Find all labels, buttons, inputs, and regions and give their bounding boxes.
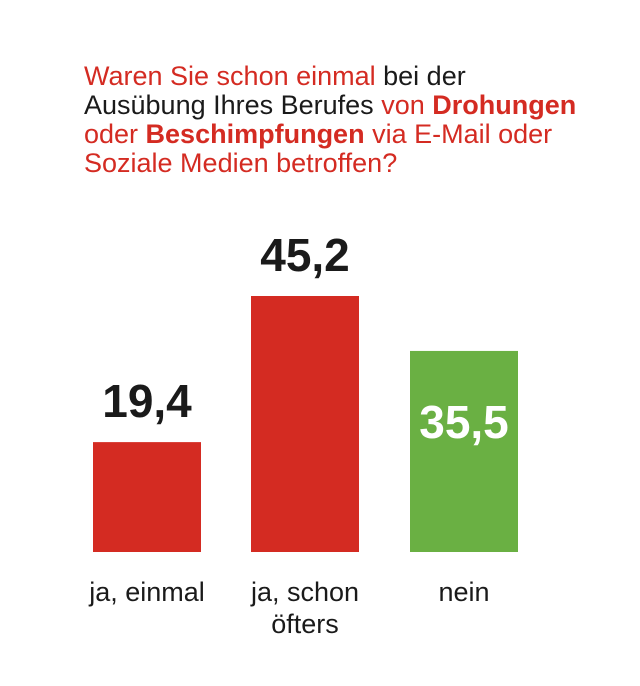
category-label-3: nein <box>438 577 489 607</box>
value-label-2: 45,2 <box>260 229 350 281</box>
question-segment: oder <box>84 119 146 149</box>
question-segment: bei der Ausübung Ihres Berufes <box>84 61 466 120</box>
question-segment: Waren Sie schon einmal <box>84 61 376 91</box>
chart-question-title: Waren Sie schon einmal bei der Ausübung … <box>84 62 584 178</box>
category-label-2: ja, schon <box>250 577 359 607</box>
bar-3 <box>410 350 518 552</box>
bar-1 <box>93 442 201 552</box>
category-label-1: ja, einmal <box>88 577 205 607</box>
value-label-3: 35,5 <box>419 396 509 448</box>
value-label-1: 19,4 <box>102 375 192 427</box>
question-segment: Beschimpfungen <box>145 119 365 149</box>
question-segment: Drohungen <box>432 90 577 120</box>
question-segment: via E-Mail oder Soziale Medien betroffen… <box>84 119 553 178</box>
question-segment: von <box>381 90 433 120</box>
category-label-2: öfters <box>271 609 339 639</box>
bar-2 <box>251 296 359 552</box>
